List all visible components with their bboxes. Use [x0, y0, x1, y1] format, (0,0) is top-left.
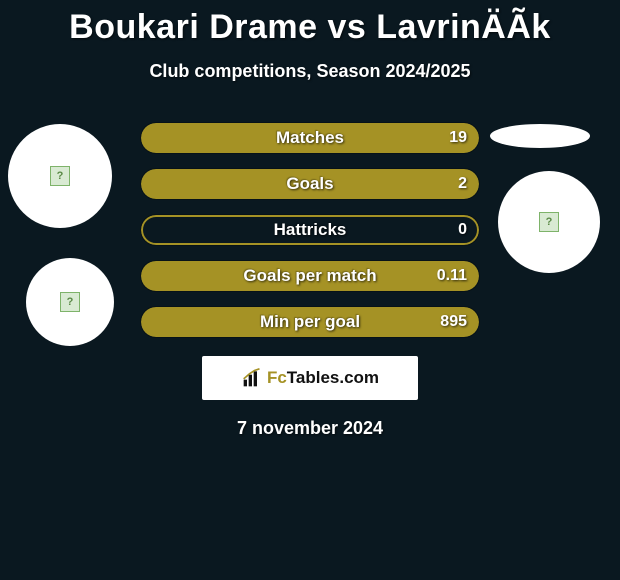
stat-value: 895: [440, 313, 467, 331]
broken-image-icon: [539, 212, 559, 232]
stat-value: 0.11: [437, 267, 467, 285]
stat-row: Matches 19: [140, 122, 480, 154]
stat-label: Matches: [276, 128, 344, 148]
date-label: 7 november 2024: [0, 418, 620, 439]
stat-value: 0: [458, 221, 467, 239]
stat-row: Goals per match 0.11: [140, 260, 480, 292]
chart-icon: [241, 368, 263, 388]
page-title: Boukari Drame vs LavrinÄÃ­k: [0, 0, 620, 47]
avatar-placeholder: [8, 124, 112, 228]
broken-image-icon: [60, 292, 80, 312]
avatar-placeholder: [26, 258, 114, 346]
brand-text: FcTables.com: [267, 368, 379, 388]
subtitle: Club competitions, Season 2024/2025: [0, 61, 620, 82]
stat-row: Hattricks 0: [140, 214, 480, 246]
stat-label: Min per goal: [260, 312, 360, 332]
stat-row: Goals 2: [140, 168, 480, 200]
avatar-placeholder: [490, 124, 590, 148]
stat-label: Hattricks: [274, 220, 347, 240]
broken-image-icon: [50, 166, 70, 186]
stat-value: 19: [449, 129, 467, 147]
stat-row: Min per goal 895: [140, 306, 480, 338]
stat-label: Goals per match: [243, 266, 376, 286]
brand-logo[interactable]: FcTables.com: [202, 356, 418, 400]
stat-label: Goals: [286, 174, 333, 194]
stat-value: 2: [458, 175, 467, 193]
avatar-placeholder: [498, 171, 600, 273]
